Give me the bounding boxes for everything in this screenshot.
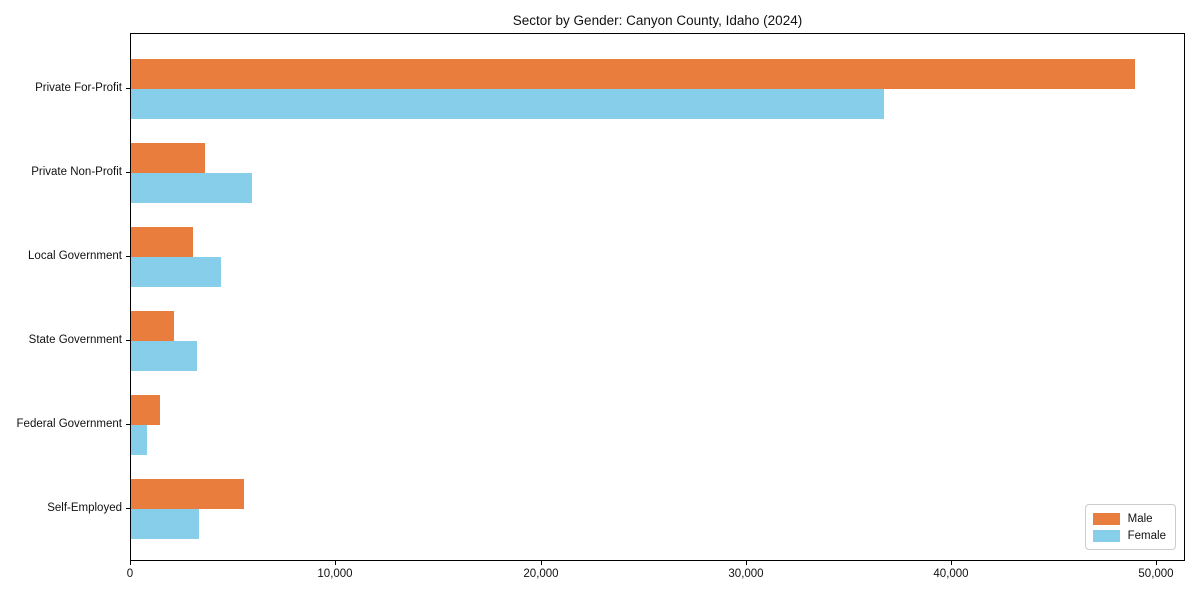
y-axis-label-private-for-profit: Private For-Profit xyxy=(35,82,122,94)
x-axis-tick xyxy=(1156,561,1157,565)
y-axis-tick xyxy=(126,340,130,341)
x-axis-tick-label: 10,000 xyxy=(317,568,353,580)
legend-swatch-female xyxy=(1092,529,1120,542)
legend-swatch-male xyxy=(1092,512,1120,525)
legend: Male Female xyxy=(1084,504,1176,550)
bar-male-state-government xyxy=(131,311,174,341)
bar-female-private-for-profit xyxy=(131,89,884,119)
x-axis-tick-label: 20,000 xyxy=(523,568,559,580)
bar-female-state-government xyxy=(131,341,197,371)
bar-male-federal-government xyxy=(131,395,160,425)
x-axis-tick-label: 30,000 xyxy=(728,568,764,580)
x-axis-tick xyxy=(130,561,131,565)
bar-female-local-government xyxy=(131,257,221,287)
bar-male-local-government xyxy=(131,227,193,257)
y-axis-label-private-non-profit: Private Non-Profit xyxy=(31,166,122,178)
legend-entry-male: Male xyxy=(1092,510,1166,527)
y-axis-tick xyxy=(126,424,130,425)
y-axis-label-self-employed: Self-Employed xyxy=(47,502,122,514)
bar-female-self-employed xyxy=(131,509,199,539)
y-axis-label-state-government: State Government xyxy=(28,334,122,346)
y-axis-label-local-government: Local Government xyxy=(28,250,122,262)
x-axis-tick xyxy=(335,561,336,565)
y-axis-tick xyxy=(126,172,130,173)
bar-female-private-non-profit xyxy=(131,173,252,203)
chart-title: Sector by Gender: Canyon County, Idaho (… xyxy=(512,13,803,28)
y-axis-tick xyxy=(126,508,130,509)
x-axis-tick xyxy=(541,561,542,565)
x-axis-tick xyxy=(746,561,747,565)
plot-area: Male Female xyxy=(130,33,1185,561)
x-axis-tick-label: 50,000 xyxy=(1138,568,1174,580)
bar-female-federal-government xyxy=(131,425,147,455)
bar-male-private-non-profit xyxy=(131,143,205,173)
x-axis-tick-label: 40,000 xyxy=(933,568,969,580)
y-axis-tick xyxy=(126,256,130,257)
legend-label-female: Female xyxy=(1127,529,1166,542)
legend-label-male: Male xyxy=(1127,512,1153,525)
x-axis-tick xyxy=(951,561,952,565)
legend-entry-female: Female xyxy=(1092,527,1166,544)
bar-male-private-for-profit xyxy=(131,59,1135,89)
y-axis-tick xyxy=(126,88,130,89)
y-axis-label-federal-government: Federal Government xyxy=(16,418,122,430)
x-axis-tick-label: 0 xyxy=(126,568,134,580)
bar-male-self-employed xyxy=(131,479,244,509)
